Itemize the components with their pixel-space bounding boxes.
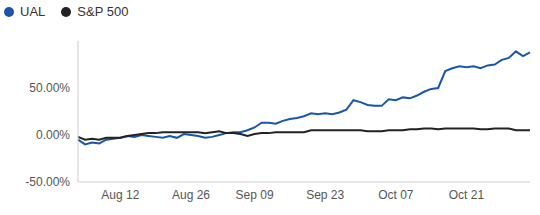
svg-text:Aug 26: Aug 26: [172, 188, 210, 202]
html-text:S&P 500: S&P 500: [77, 4, 129, 19]
svg-text:Aug 12: Aug 12: [101, 188, 139, 202]
html-text:UAL: UAL: [20, 4, 46, 19]
svg-text:Oct 21: Oct 21: [449, 188, 485, 202]
svg-text:Sep 23: Sep 23: [306, 188, 344, 202]
svg-text:-50.00%: -50.00%: [25, 175, 70, 189]
svg-text:0.00%: 0.00%: [36, 128, 70, 142]
svg-text:50.00%: 50.00%: [29, 81, 70, 95]
svg-text:Sep 09: Sep 09: [236, 188, 274, 202]
svg-text:Oct 07: Oct 07: [378, 188, 414, 202]
